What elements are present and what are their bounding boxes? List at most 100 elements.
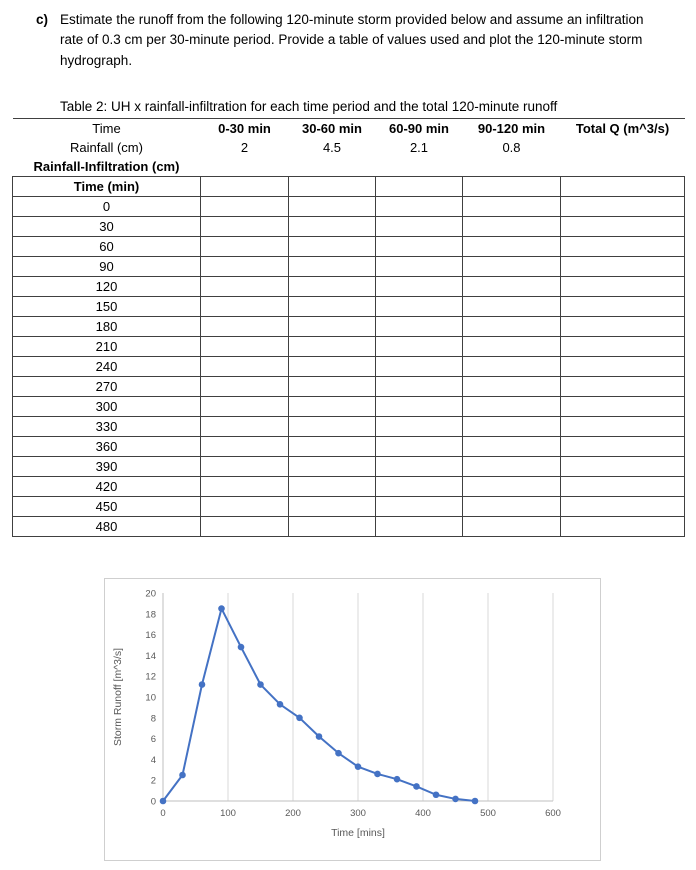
empty-cell <box>560 296 685 317</box>
empty-cell <box>375 196 463 217</box>
empty-cell <box>375 476 463 497</box>
empty-cell <box>288 436 376 457</box>
table-row: 120 <box>12 276 685 297</box>
table-row: 480 <box>12 516 685 537</box>
empty-cell <box>560 216 685 237</box>
header-col-90-120: 90-120 min <box>462 118 561 138</box>
time-header-label: Time (min) <box>12 176 201 197</box>
empty-cell <box>462 436 561 457</box>
empty-cell <box>200 416 289 437</box>
time-cell: 30 <box>12 216 201 237</box>
empty-cell <box>462 456 561 477</box>
empty-cell <box>375 216 463 237</box>
empty-cell <box>462 356 561 377</box>
empty-cell <box>200 157 289 177</box>
y-axis-title: Storm Runoff [m^3/s] <box>112 648 124 746</box>
empty-cell <box>288 157 376 177</box>
y-tick-label: 2 <box>151 776 156 787</box>
empty-cell <box>462 176 561 197</box>
rainfall-row: Rainfall (cm) 2 4.5 2.1 0.8 <box>13 138 685 157</box>
time-cell: 450 <box>12 496 201 517</box>
empty-cell <box>462 196 561 217</box>
empty-cell <box>200 336 289 357</box>
empty-cell <box>462 236 561 257</box>
y-tick-label: 4 <box>151 755 156 766</box>
empty-cell <box>462 256 561 277</box>
x-tick-label: 400 <box>415 808 431 819</box>
infiltration-label: Rainfall-Infiltration (cm) <box>12 157 201 177</box>
empty-cell <box>560 316 685 337</box>
header-row: Time 0-30 min 30-60 min 60-90 min 90-120… <box>12 118 685 138</box>
empty-cell <box>375 356 463 377</box>
empty-cell <box>375 176 463 197</box>
empty-cell <box>375 256 463 277</box>
table-row: 330 <box>12 416 685 437</box>
empty-cell <box>375 456 463 477</box>
empty-cell <box>375 296 463 317</box>
time-cell: 420 <box>12 476 201 497</box>
y-tick-label: 14 <box>145 651 156 662</box>
empty-cell <box>560 176 685 197</box>
table-row: 270 <box>12 376 685 397</box>
empty-cell <box>560 416 685 437</box>
empty-cell <box>288 416 376 437</box>
table-row: 150 <box>12 296 685 317</box>
empty-cell <box>288 196 376 217</box>
empty-cell <box>462 276 561 297</box>
empty-cell <box>200 516 289 537</box>
chart-container: 0 2 4 6 8 10 12 14 16 18 20 0 100 200 300 400 500 600 Time… <box>104 578 601 861</box>
y-tick-label: 20 <box>145 589 156 600</box>
time-cell: 360 <box>12 436 201 457</box>
rainfall-value: 0.8 <box>502 140 521 155</box>
empty-cell <box>560 157 685 177</box>
time-cell: 270 <box>12 376 201 397</box>
table-row: 450 <box>12 496 685 517</box>
problem-text: Estimate the runoff from the following 1… <box>60 12 644 68</box>
empty-cell <box>560 496 685 517</box>
y-tick-label: 18 <box>145 609 156 620</box>
empty-cell <box>288 476 376 497</box>
empty-cell <box>375 496 463 517</box>
y-tick-label: 16 <box>145 630 156 641</box>
uh-table: Time 0-30 min 30-60 min 60-90 min 90-120… <box>12 118 685 537</box>
time-cell: 60 <box>12 236 201 257</box>
empty-cell <box>375 276 463 297</box>
table-row: 210 <box>12 336 685 357</box>
empty-cell <box>375 336 463 357</box>
data-point <box>354 763 362 770</box>
empty-cell <box>462 396 561 417</box>
data-point <box>452 795 459 803</box>
empty-cell <box>560 516 685 537</box>
empty-cell <box>560 376 685 397</box>
problem-statement: c) Estimate the runoff from the followin… <box>36 10 672 71</box>
time-cell: 390 <box>12 456 201 477</box>
x-tick-label: 600 <box>545 808 561 819</box>
y-tick-label: 12 <box>145 672 156 683</box>
table-row: 390 <box>12 456 685 477</box>
empty-cell <box>462 376 561 397</box>
empty-cell <box>288 296 376 317</box>
data-point <box>432 791 440 799</box>
data-point <box>296 714 303 722</box>
time-cell: 0 <box>12 196 201 217</box>
data-point <box>218 605 225 612</box>
time-header-row: Time (min) <box>12 176 685 197</box>
data-point <box>179 771 186 779</box>
time-cell: 150 <box>12 296 201 317</box>
data-point <box>159 797 167 805</box>
rainfall-label: Rainfall (cm) <box>70 140 143 155</box>
empty-cell <box>561 138 685 157</box>
runoff-line <box>162 607 476 802</box>
empty-cell <box>560 476 685 497</box>
empty-cell <box>288 516 376 537</box>
empty-cell <box>288 256 376 277</box>
empty-cell <box>288 356 376 377</box>
data-point <box>374 770 381 778</box>
empty-cell <box>462 296 561 317</box>
empty-cell <box>560 276 685 297</box>
table-row: 180 <box>12 316 685 337</box>
x-axis-title: Time [mins] <box>331 827 385 839</box>
empty-cell <box>288 176 376 197</box>
empty-cell <box>288 456 376 477</box>
header-total-q: Total Q (m^3/s) <box>560 118 685 138</box>
